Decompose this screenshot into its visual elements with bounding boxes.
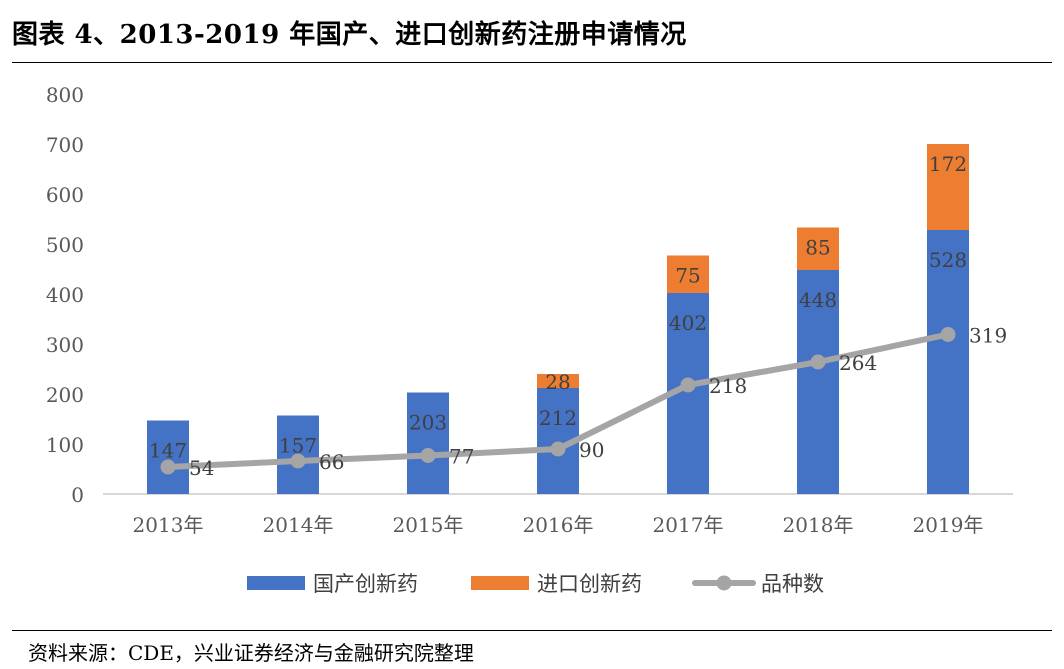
bar-value-label: 203 <box>409 411 447 435</box>
y-tick-label: 500 <box>46 233 84 257</box>
y-tick-label: 400 <box>46 283 84 307</box>
title-rule <box>12 62 1052 63</box>
bar-value-label: 448 <box>799 288 837 312</box>
line-point <box>420 448 436 463</box>
y-tick-label: 600 <box>46 183 84 207</box>
x-tick-label: 2018年 <box>783 513 854 537</box>
y-tick-label: 700 <box>46 133 84 157</box>
line-value-label: 218 <box>709 374 747 398</box>
legend-label: 国产创新药 <box>313 572 418 596</box>
bar-value-label: 172 <box>929 152 967 176</box>
source-note: 资料来源：CDE，兴业证券经济与金融研究院整理 <box>28 641 474 665</box>
x-tick-label: 2013年 <box>133 513 204 537</box>
bar-imported <box>537 374 579 388</box>
line-point <box>290 453 306 469</box>
bar-value-label: 528 <box>929 248 967 272</box>
bar-imported <box>797 227 839 270</box>
bar-value-label: 402 <box>669 311 707 335</box>
legend-label: 进口创新药 <box>537 572 642 596</box>
source-rule <box>12 630 1052 631</box>
line-point <box>160 459 176 475</box>
figure-title: 图表 4、2013-2019 年国产、进口创新药注册申请情况 <box>12 20 687 50</box>
bar-domestic <box>927 230 969 494</box>
legend-label: 品种数 <box>761 572 824 596</box>
x-tick-label: 2015年 <box>393 513 464 537</box>
y-tick-label: 300 <box>46 333 84 357</box>
line-point <box>550 441 566 457</box>
line-value-label: 66 <box>319 450 344 474</box>
bar-value-label: 85 <box>805 236 830 260</box>
legend-marker <box>716 575 732 591</box>
bar-value-label: 212 <box>539 406 577 430</box>
line-value-label: 319 <box>969 324 1007 348</box>
y-tick-label: 0 <box>71 483 84 507</box>
line-value-label: 54 <box>189 456 214 480</box>
bar-imported <box>927 144 969 230</box>
x-tick-label: 2014年 <box>263 513 334 537</box>
y-tick-label: 800 <box>46 83 84 107</box>
line-value-label: 90 <box>579 438 604 462</box>
bar-value-label: 75 <box>675 263 700 287</box>
legend-swatch <box>247 576 305 590</box>
legend-swatch <box>471 576 529 590</box>
bar-value-label: 147 <box>149 439 187 463</box>
line-point <box>680 377 696 393</box>
line-value-label: 264 <box>839 351 877 375</box>
line-value-label: 77 <box>449 445 474 469</box>
x-tick-label: 2016年 <box>523 513 594 537</box>
y-tick-label: 200 <box>46 383 84 407</box>
bar-value-label: 28 <box>545 370 570 394</box>
x-tick-label: 2017年 <box>653 513 724 537</box>
bar-domestic <box>147 420 189 494</box>
bar-domestic <box>407 392 449 494</box>
line-point <box>810 354 826 370</box>
line-point <box>940 327 956 342</box>
chart-area: 0 100 200 300 400 500 600 700 800 147 157 203 212 28 4… <box>0 64 1064 630</box>
bar-domestic <box>797 270 839 494</box>
y-tick-label: 100 <box>46 433 84 457</box>
x-tick-label: 2019年 <box>913 513 984 537</box>
bar-imported <box>667 255 709 293</box>
